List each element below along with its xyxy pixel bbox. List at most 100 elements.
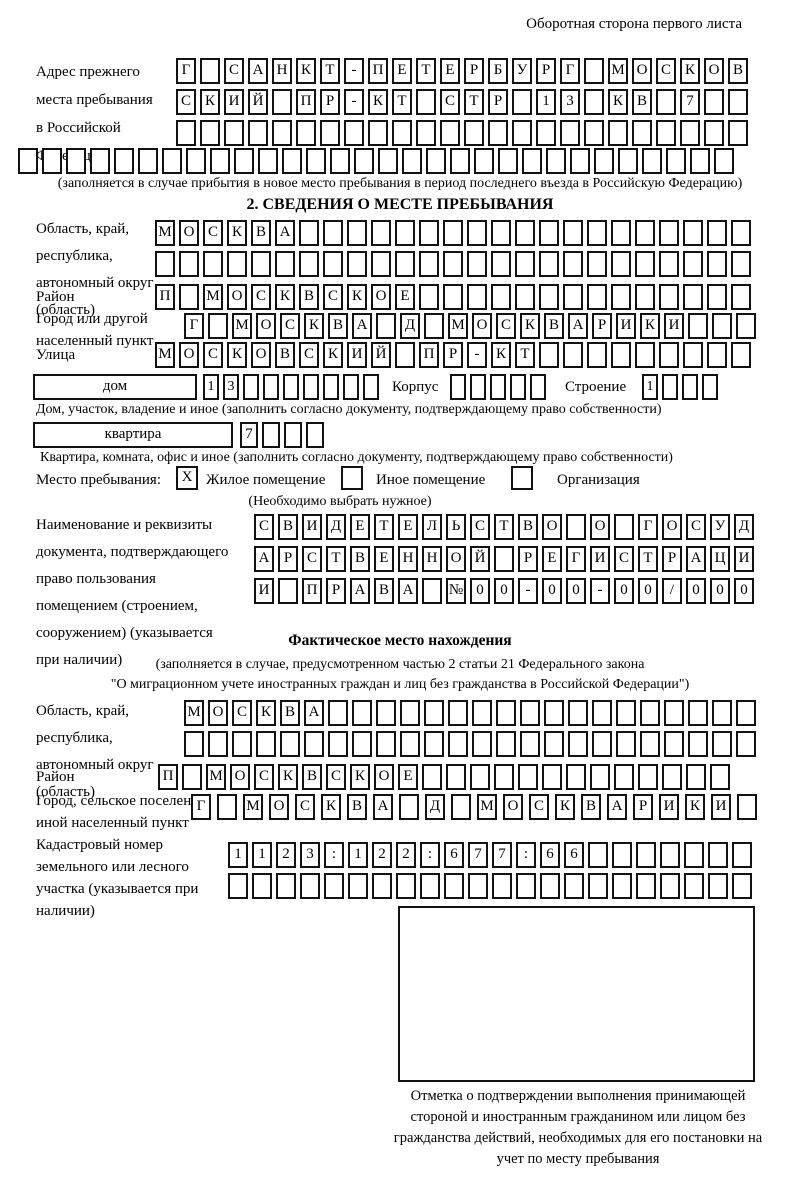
char-box[interactable] bbox=[539, 220, 559, 246]
char-box[interactable] bbox=[688, 731, 708, 757]
char-box[interactable] bbox=[515, 284, 535, 310]
char-box[interactable] bbox=[683, 342, 703, 368]
char-box[interactable]: У bbox=[512, 58, 532, 84]
char-box[interactable] bbox=[186, 148, 206, 174]
char-box[interactable] bbox=[496, 731, 516, 757]
char-box[interactable] bbox=[352, 700, 372, 726]
char-box[interactable]: К bbox=[296, 58, 316, 84]
char-box[interactable] bbox=[612, 873, 632, 899]
char-box[interactable]: С bbox=[299, 342, 319, 368]
char-box[interactable] bbox=[707, 220, 727, 246]
char-box[interactable]: В bbox=[374, 578, 394, 604]
char-box[interactable] bbox=[592, 731, 612, 757]
char-box[interactable] bbox=[568, 731, 588, 757]
char-box[interactable]: Т bbox=[464, 89, 484, 115]
char-box[interactable]: С bbox=[496, 313, 516, 339]
char-box[interactable]: К bbox=[256, 700, 276, 726]
checkbox-organization[interactable] bbox=[511, 466, 533, 490]
char-box[interactable]: 1 bbox=[203, 374, 219, 400]
char-box[interactable]: Г bbox=[566, 546, 586, 572]
char-box[interactable]: Й bbox=[470, 546, 490, 572]
char-box[interactable] bbox=[659, 251, 679, 277]
char-box[interactable]: К bbox=[347, 284, 367, 310]
char-box[interactable]: С bbox=[176, 89, 196, 115]
char-box[interactable] bbox=[252, 873, 272, 899]
char-box[interactable] bbox=[635, 342, 655, 368]
char-box[interactable] bbox=[66, 148, 86, 174]
char-box[interactable] bbox=[587, 251, 607, 277]
char-box[interactable] bbox=[248, 120, 268, 146]
char-box[interactable] bbox=[378, 148, 398, 174]
char-box[interactable] bbox=[560, 120, 580, 146]
char-box[interactable]: О bbox=[251, 342, 271, 368]
char-box[interactable] bbox=[258, 148, 278, 174]
char-box[interactable]: И bbox=[254, 578, 274, 604]
char-box[interactable] bbox=[217, 794, 237, 820]
char-box[interactable]: Р bbox=[326, 578, 346, 604]
char-box[interactable]: 6 bbox=[540, 842, 560, 868]
char-box[interactable]: Р bbox=[464, 58, 484, 84]
char-box[interactable]: 2 bbox=[372, 842, 392, 868]
char-box[interactable] bbox=[682, 374, 698, 400]
char-box[interactable] bbox=[702, 374, 718, 400]
char-box[interactable]: И bbox=[711, 794, 731, 820]
char-box[interactable] bbox=[491, 251, 511, 277]
char-box[interactable] bbox=[608, 120, 628, 146]
char-box[interactable]: П bbox=[419, 342, 439, 368]
char-box[interactable] bbox=[683, 284, 703, 310]
char-box[interactable] bbox=[419, 284, 439, 310]
char-box[interactable] bbox=[635, 251, 655, 277]
char-box[interactable]: О bbox=[179, 220, 199, 246]
char-box[interactable] bbox=[443, 220, 463, 246]
char-box[interactable]: 6 bbox=[444, 842, 464, 868]
char-box[interactable]: - bbox=[344, 58, 364, 84]
char-box[interactable] bbox=[494, 764, 514, 790]
char-box[interactable] bbox=[419, 251, 439, 277]
char-box[interactable] bbox=[284, 422, 302, 448]
char-box[interactable] bbox=[588, 842, 608, 868]
char-box[interactable] bbox=[686, 764, 706, 790]
char-box[interactable]: В bbox=[251, 220, 271, 246]
char-box[interactable] bbox=[352, 731, 372, 757]
char-box[interactable] bbox=[664, 731, 684, 757]
char-box[interactable]: К bbox=[350, 764, 370, 790]
char-box[interactable] bbox=[566, 514, 586, 540]
char-box[interactable]: А bbox=[350, 578, 370, 604]
char-box[interactable]: С bbox=[203, 220, 223, 246]
char-box[interactable] bbox=[232, 731, 252, 757]
char-box[interactable]: 1 bbox=[536, 89, 556, 115]
char-box[interactable] bbox=[732, 873, 752, 899]
char-box[interactable] bbox=[155, 251, 175, 277]
char-box[interactable]: С bbox=[470, 514, 490, 540]
char-box[interactable] bbox=[296, 120, 316, 146]
char-box[interactable] bbox=[256, 731, 276, 757]
char-box[interactable] bbox=[708, 873, 728, 899]
char-box[interactable] bbox=[304, 731, 324, 757]
char-box[interactable] bbox=[614, 514, 634, 540]
char-box[interactable] bbox=[731, 284, 751, 310]
char-box[interactable] bbox=[536, 120, 556, 146]
char-box[interactable] bbox=[376, 731, 396, 757]
char-box[interactable] bbox=[614, 764, 634, 790]
char-box[interactable]: 0 bbox=[614, 578, 634, 604]
char-box[interactable]: О bbox=[503, 794, 523, 820]
char-box[interactable]: Е bbox=[350, 514, 370, 540]
char-box[interactable] bbox=[114, 148, 134, 174]
char-box[interactable] bbox=[184, 731, 204, 757]
char-box[interactable] bbox=[42, 148, 62, 174]
char-box[interactable]: К bbox=[685, 794, 705, 820]
char-box[interactable] bbox=[616, 700, 636, 726]
char-box[interactable]: В bbox=[328, 313, 348, 339]
char-box[interactable]: О bbox=[179, 342, 199, 368]
char-box[interactable] bbox=[363, 374, 379, 400]
char-box[interactable]: О bbox=[374, 764, 394, 790]
char-box[interactable] bbox=[611, 251, 631, 277]
char-box[interactable] bbox=[707, 284, 727, 310]
char-box[interactable] bbox=[594, 148, 614, 174]
char-box[interactable]: П bbox=[158, 764, 178, 790]
char-box[interactable]: О bbox=[446, 546, 466, 572]
char-box[interactable] bbox=[395, 220, 415, 246]
char-box[interactable] bbox=[303, 374, 319, 400]
char-box[interactable] bbox=[496, 700, 516, 726]
char-box[interactable]: В bbox=[518, 514, 538, 540]
